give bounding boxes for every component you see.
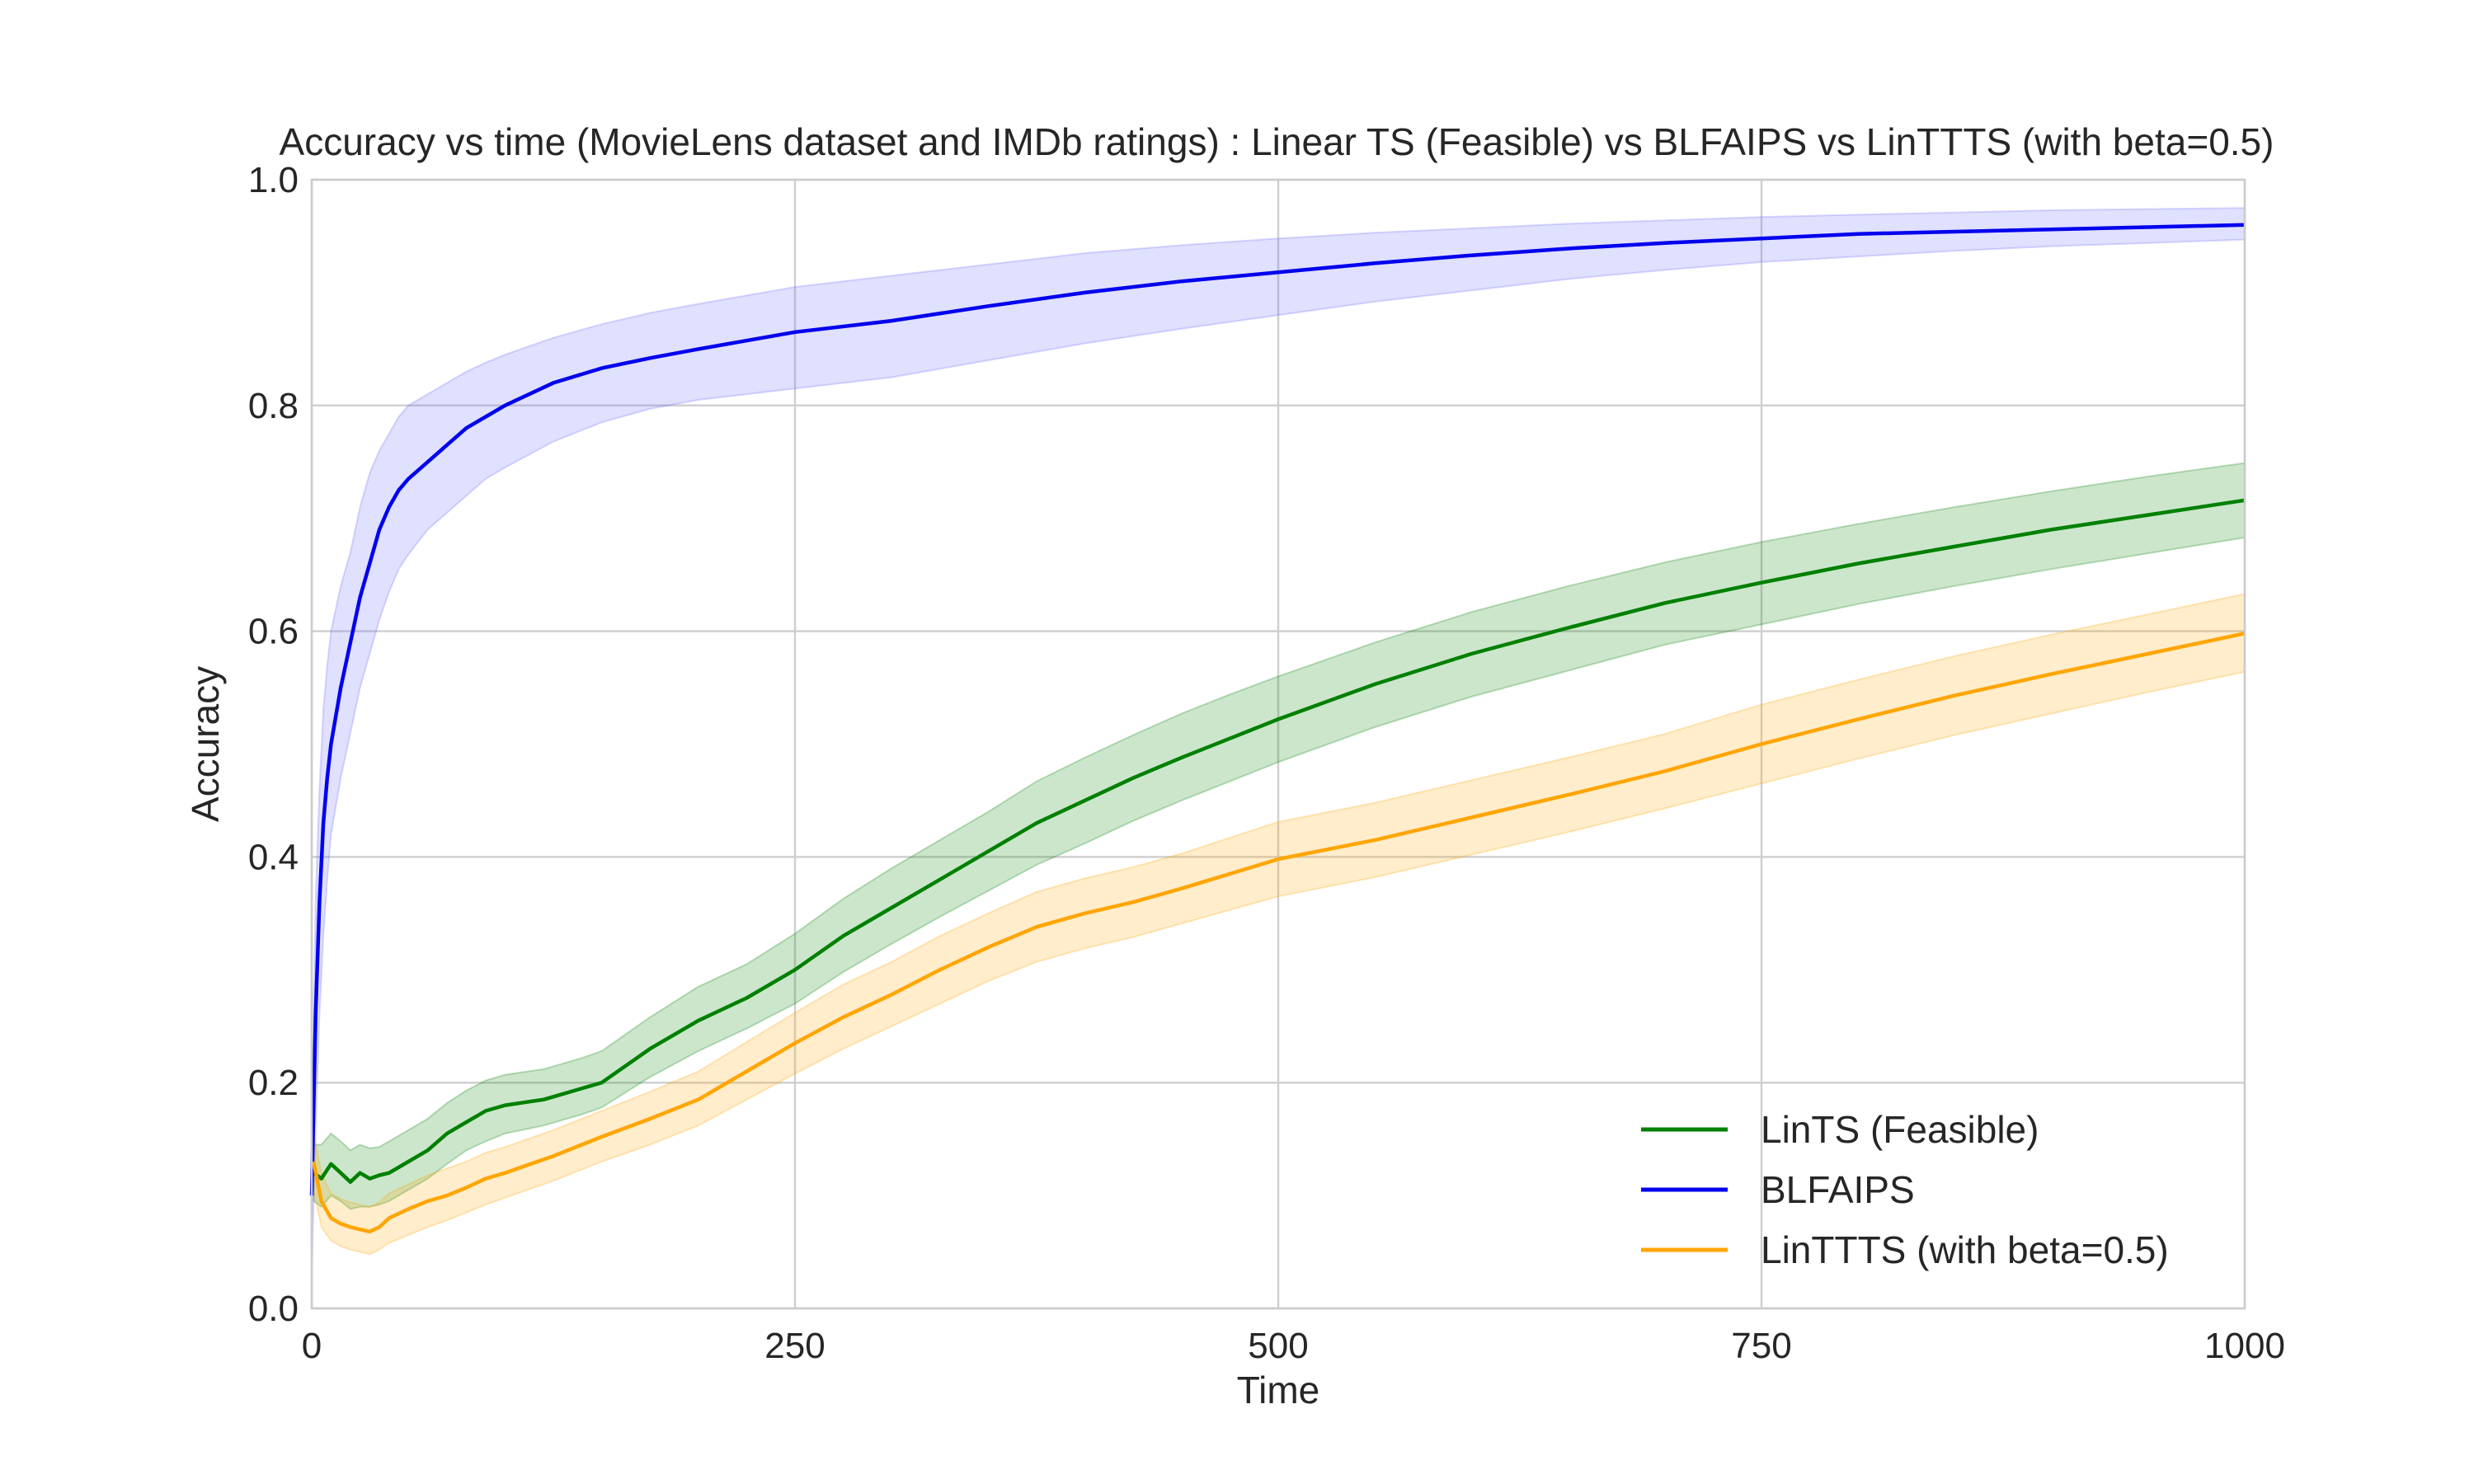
line-linttts-with-beta-0-5: [312, 632, 2246, 1234]
legend: LinTS (Feasible) BLFAIPS LinTTTS (with bet…: [1641, 1108, 2169, 1271]
x-tick-label-4: 1000: [2204, 1326, 2285, 1366]
x-axis-ticks: 0 250 500 750 1000: [302, 1326, 2285, 1366]
y-tick-label-3: 0.6: [248, 612, 299, 652]
x-tick-label-3: 750: [1731, 1326, 1791, 1366]
y-tick-label-5: 1.0: [248, 160, 299, 200]
legend-label-lints-feasible: LinTS (Feasible): [1761, 1108, 2039, 1151]
chart-title: Accuracy vs time (MovieLens dataset and …: [280, 120, 2274, 163]
line-lints-feasible: [312, 498, 2246, 1184]
x-tick-label-0: 0: [302, 1326, 322, 1366]
y-tick-label-0: 0.0: [248, 1289, 299, 1329]
plot-frame: [310, 178, 2246, 1310]
x-tick-label-2: 500: [1248, 1326, 1308, 1366]
series-lines: [309, 223, 2246, 1234]
y-axis-label: Accuracy: [184, 666, 227, 822]
legend-label-linttts-with-beta-0-5: LinTTTS (with beta=0.5): [1761, 1228, 2169, 1271]
x-axis-label: Time: [1237, 1369, 1320, 1411]
y-tick-label-4: 0.8: [248, 386, 299, 426]
y-tick-label-1: 0.2: [248, 1063, 299, 1103]
line-blfaips: [309, 223, 2246, 1196]
y-axis-ticks: 0.0 0.2 0.4 0.6 0.8 1.0: [248, 160, 299, 1329]
legend-label-blfaips: BLFAIPS: [1761, 1168, 1915, 1211]
y-tick-label-2: 0.4: [248, 837, 299, 877]
x-tick-label-1: 250: [764, 1326, 825, 1366]
